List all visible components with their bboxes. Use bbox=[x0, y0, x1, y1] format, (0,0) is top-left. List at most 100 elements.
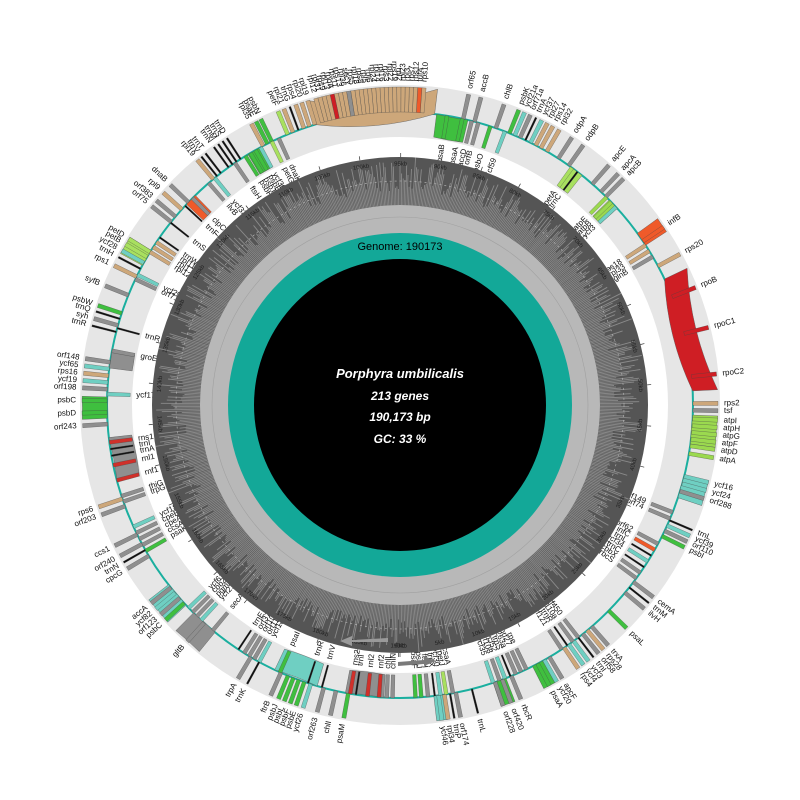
gene-feature bbox=[692, 401, 719, 406]
gene-label: rpoA bbox=[323, 71, 336, 90]
gene-feature bbox=[625, 243, 647, 260]
gene-label: rpl24 bbox=[368, 64, 378, 83]
gene-feature bbox=[155, 240, 177, 257]
gene-label: rpl14 bbox=[372, 64, 382, 83]
gene-feature bbox=[288, 679, 301, 705]
gene-label: rpl22 bbox=[386, 63, 396, 82]
tick-label: 140kb bbox=[157, 375, 164, 392]
gene-feature bbox=[95, 310, 121, 320]
tick-label: 80kb bbox=[508, 188, 523, 200]
gene-feature bbox=[376, 674, 383, 698]
gene-label: psaL bbox=[628, 629, 647, 648]
gene-feature bbox=[148, 250, 171, 266]
gene-feature bbox=[650, 501, 674, 515]
gene-label: orf174 bbox=[458, 722, 471, 747]
gene-label: tsf bbox=[724, 406, 733, 415]
gene-feature bbox=[354, 671, 361, 695]
tick-label: 15kb bbox=[508, 611, 523, 623]
gene-feature bbox=[100, 504, 126, 517]
gene-feature bbox=[396, 86, 402, 113]
gene-feature bbox=[82, 385, 108, 392]
gene-feature bbox=[134, 277, 158, 291]
gene-feature bbox=[417, 673, 424, 698]
tick-mark bbox=[318, 166, 321, 171]
tick-mark bbox=[168, 503, 173, 506]
tick-label: 85kb bbox=[472, 173, 487, 183]
gene-feature bbox=[636, 531, 660, 546]
tick-label: 105kb bbox=[314, 172, 332, 183]
gene-label: atpD bbox=[720, 445, 738, 456]
gene-feature bbox=[168, 183, 191, 204]
gene-feature bbox=[494, 130, 507, 154]
gene-feature bbox=[692, 408, 719, 413]
gene-label: petJ bbox=[435, 650, 446, 666]
gene-block bbox=[664, 267, 718, 392]
genome-size-label: Genome: 190173 bbox=[357, 241, 442, 253]
gene-feature bbox=[293, 103, 306, 130]
gene-feature bbox=[512, 111, 527, 137]
tick-label: 60kb bbox=[615, 302, 626, 317]
tick-mark bbox=[441, 156, 443, 161]
gene-feature bbox=[117, 256, 142, 270]
gene-feature bbox=[110, 444, 134, 451]
gene-label: secY bbox=[341, 67, 353, 87]
gene-feature bbox=[539, 124, 555, 150]
tick-label: 35kb bbox=[616, 495, 627, 510]
reverse-strand-arrow-icon bbox=[340, 636, 388, 646]
gene-feature bbox=[112, 458, 137, 468]
gene-feature bbox=[365, 672, 372, 697]
tick-mark bbox=[551, 600, 555, 605]
gene-feature bbox=[154, 198, 178, 219]
gene-feature bbox=[666, 523, 691, 539]
gene-feature bbox=[484, 660, 496, 684]
gene-feature bbox=[348, 670, 357, 695]
gene-feature bbox=[258, 146, 274, 169]
gene-feature bbox=[633, 536, 656, 552]
tick-mark bbox=[626, 504, 631, 507]
tick-mark bbox=[518, 183, 521, 188]
gene-feature bbox=[556, 166, 574, 188]
gene-feature bbox=[431, 672, 436, 697]
tick-mark bbox=[552, 206, 556, 210]
gene-feature bbox=[305, 99, 317, 126]
gene-feature bbox=[237, 629, 253, 651]
gene-label: rps5 bbox=[345, 68, 356, 85]
gene-feature bbox=[597, 205, 618, 225]
tick-label: 10kb bbox=[471, 628, 486, 638]
gene-label: rps2 bbox=[724, 398, 740, 407]
tick-mark bbox=[640, 343, 645, 345]
gene-label: csaA bbox=[440, 646, 452, 666]
gene-feature bbox=[299, 101, 312, 128]
gene-label: psbC bbox=[57, 395, 76, 404]
gene-feature bbox=[293, 681, 307, 707]
gene-feature bbox=[81, 398, 108, 403]
gene-label: accB bbox=[478, 73, 491, 93]
gene-feature bbox=[528, 119, 544, 144]
gene-feature bbox=[328, 690, 338, 716]
tick-mark bbox=[243, 599, 247, 604]
gene-label: rps12 bbox=[411, 61, 421, 82]
gene-feature bbox=[630, 542, 652, 557]
gene-feature bbox=[275, 110, 290, 136]
gene-feature bbox=[124, 242, 149, 259]
tick-label: 185kb bbox=[350, 639, 368, 648]
gene-label: atpI bbox=[723, 416, 737, 426]
gene-feature bbox=[247, 635, 263, 658]
gene-feature bbox=[120, 248, 145, 265]
gene-label: trnR bbox=[71, 316, 88, 329]
tick-label: 145kb bbox=[156, 416, 163, 433]
gene-label: rpl5 bbox=[359, 69, 369, 84]
gene-feature bbox=[585, 628, 606, 652]
gene-label: ycf19 bbox=[58, 374, 78, 384]
gene-feature bbox=[562, 171, 579, 191]
gene-feature bbox=[269, 140, 284, 164]
gene-label: rns1 bbox=[138, 432, 155, 443]
gene-label: rpl18 bbox=[350, 66, 361, 85]
tick-mark bbox=[316, 639, 319, 644]
gene-feature bbox=[556, 136, 574, 160]
gene-feature bbox=[300, 683, 313, 709]
gene-feature bbox=[423, 673, 431, 697]
gene-feature bbox=[632, 580, 655, 600]
gc-midline bbox=[175, 180, 625, 630]
gene-feature bbox=[616, 562, 638, 580]
